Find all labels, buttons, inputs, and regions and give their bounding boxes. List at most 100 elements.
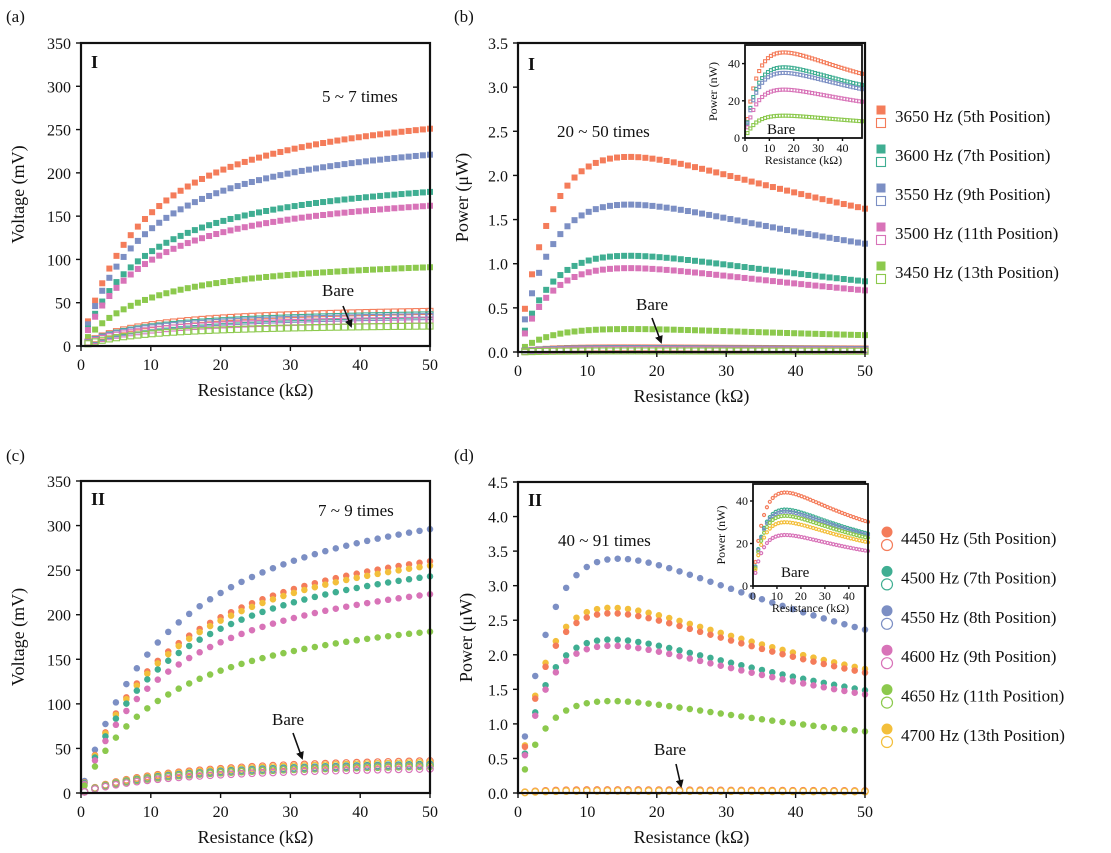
- data-point: [334, 210, 341, 217]
- data-point: [571, 174, 578, 181]
- data-point: [762, 182, 769, 189]
- data-point: [717, 657, 724, 664]
- data-point: [134, 265, 141, 272]
- data-point: [134, 237, 141, 244]
- data-point: [727, 262, 734, 269]
- data-point: [248, 320, 256, 328]
- data-point: [805, 271, 812, 278]
- data-point: [149, 294, 156, 301]
- data-point: [291, 145, 298, 152]
- data-point: [269, 596, 277, 603]
- inset-y-tick-label: 20: [736, 537, 748, 551]
- data-point: [113, 279, 120, 286]
- data-point: [241, 212, 248, 219]
- data-point: [327, 211, 334, 218]
- data-point: [649, 155, 656, 162]
- data-point: [799, 721, 807, 728]
- data-point: [120, 241, 127, 248]
- data-point: [370, 266, 376, 273]
- x-tick-label: 10: [143, 357, 159, 374]
- data-point: [327, 198, 334, 205]
- data-point: [290, 614, 298, 622]
- data-point: [706, 167, 713, 174]
- data-point: [416, 574, 423, 582]
- inset-series-5: [753, 532, 871, 576]
- data-point: [322, 607, 329, 615]
- data-point: [621, 201, 628, 208]
- data-point: [717, 662, 724, 669]
- data-point: [342, 764, 351, 772]
- data-point: [691, 209, 698, 216]
- data-point: [412, 127, 419, 134]
- data-point: [655, 787, 663, 795]
- data-point: [234, 320, 242, 328]
- data-point: [592, 159, 599, 166]
- data-point: [227, 163, 234, 170]
- data-point: [226, 321, 235, 329]
- inset-data-point: [759, 538, 764, 543]
- data-point: [564, 329, 571, 336]
- data-point: [830, 618, 838, 625]
- data-point: [312, 269, 319, 276]
- legend-label: 4600 Hz (9th Position): [901, 647, 1056, 666]
- data-point: [603, 787, 612, 795]
- inset-data-point: [764, 540, 770, 546]
- data-point: [280, 592, 287, 600]
- data-point: [642, 265, 649, 272]
- data-point: [798, 281, 805, 288]
- data-point: [405, 765, 413, 774]
- data-point: [322, 547, 329, 555]
- data-point: [391, 129, 398, 136]
- data-point: [284, 272, 291, 279]
- data-point: [677, 206, 684, 213]
- data-point: [573, 650, 580, 657]
- data-point: [621, 153, 628, 160]
- data-point: [164, 774, 173, 783]
- data-point: [241, 180, 248, 187]
- data-point: [685, 787, 694, 795]
- data-point: [543, 334, 550, 341]
- data-point: [258, 769, 267, 777]
- inset-data-point: [761, 545, 767, 550]
- data-point: [583, 614, 591, 621]
- data-point: [762, 266, 769, 273]
- data-point: [416, 527, 423, 535]
- data-point: [624, 787, 632, 795]
- data-point: [191, 179, 198, 186]
- data-point: [826, 284, 833, 291]
- data-point: [635, 557, 642, 564]
- data-point: [521, 733, 529, 740]
- data-point: [280, 649, 287, 657]
- y-tick-label: 50: [55, 741, 71, 758]
- data-point: [621, 326, 628, 333]
- data-point: [645, 559, 652, 566]
- legend-bottom: 4450 Hz (5th Position) 4500 Hz (7th Posit…: [880, 526, 1065, 749]
- legend-item: 4650 Hz (11th Position): [880, 684, 1064, 709]
- legend-marker-open: [875, 273, 887, 285]
- data-point: [412, 189, 419, 196]
- data-point: [747, 787, 756, 796]
- data-point: [419, 189, 426, 196]
- data-point: [312, 212, 319, 219]
- data-point: [298, 270, 305, 277]
- inset-data-point: [751, 123, 756, 128]
- data-point: [805, 192, 812, 199]
- data-point: [163, 290, 170, 297]
- data-point: [573, 619, 580, 627]
- data-point: [762, 277, 769, 284]
- data-point: [206, 222, 213, 229]
- data-point: [755, 221, 762, 228]
- data-point: [196, 602, 203, 610]
- data-point: [789, 673, 797, 680]
- data-point: [727, 328, 734, 335]
- data-point: [154, 697, 162, 705]
- data-point: [851, 667, 858, 674]
- legend-marker-open: [875, 234, 887, 246]
- series-2: [521, 610, 869, 751]
- data-point: [206, 281, 213, 288]
- data-point: [98, 336, 106, 344]
- y-tick-label: 2.0: [488, 168, 508, 185]
- data-point: [550, 241, 557, 248]
- data-point: [536, 269, 543, 276]
- data-point: [769, 669, 776, 676]
